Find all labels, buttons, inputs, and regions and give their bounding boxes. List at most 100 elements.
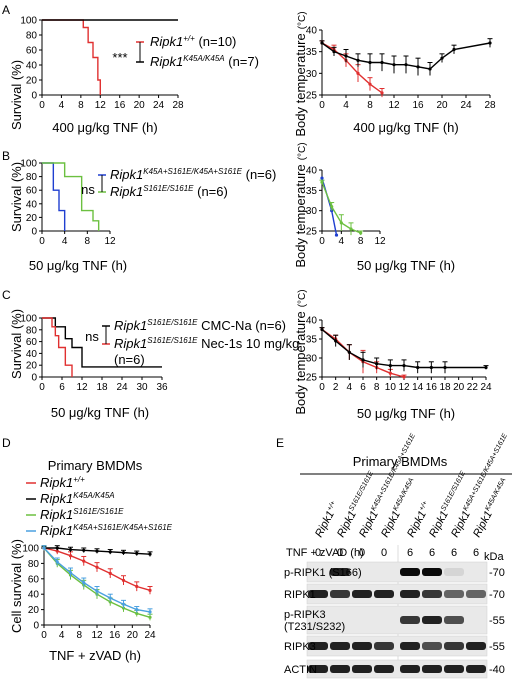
a-legend: Ripk1+/+ (n=10) Ripk1K45A/K45A (n=7) — [136, 34, 259, 69]
chart-a-temperature-series-1-point — [380, 60, 384, 65]
e-blot-band — [444, 616, 464, 624]
chart-a-temperature-ytick-label: 35 — [306, 47, 318, 58]
chart-d-series-1-point — [82, 548, 86, 552]
chart-c-temperature-xtick-label: 8 — [374, 382, 380, 393]
svg-text:Ripk1K45A+S161E/K45A+S161E: Ripk1K45A+S161E/K45A+S161E — [40, 523, 173, 538]
chart-d-series-0-point — [135, 584, 139, 589]
e-blot-strip — [306, 635, 488, 657]
chart-a-survival-xtick-label: 8 — [78, 100, 84, 111]
chart-d-ytick-label: 100 — [22, 544, 39, 555]
chart-c-temperature-series-0-point — [402, 375, 406, 379]
chart-a-survival-series-0-line — [42, 19, 101, 95]
e-blot-band — [422, 642, 442, 650]
chart-c-temperature-series-1-point — [347, 350, 351, 354]
chart-a-survival-ytick-label: 0 — [31, 91, 37, 102]
chart-c-temperature-ytick-label: 25 — [306, 373, 318, 384]
e-marker: -40 — [489, 664, 505, 676]
e-blot-band — [400, 665, 420, 673]
e-blot-band — [352, 665, 372, 673]
c-survival-xlabel: 50 μg/kg TNF (h) — [51, 405, 149, 420]
chart-a-survival-xtick-label: 24 — [153, 100, 165, 111]
e-blot-band — [374, 665, 394, 673]
d-legend-item-s161e: Ripk1S161E/S161E — [26, 507, 124, 522]
e-blot-band — [444, 568, 464, 576]
e-row-label: p-RIPK1 (S166) — [284, 567, 362, 579]
chart-c-survival-ytick-label: 100 — [20, 314, 37, 325]
chart-b-survival-xtick-label: 4 — [62, 236, 68, 247]
a-survival-xlabel: 400 μg/kg TNF (h) — [52, 120, 158, 135]
chart-d-series-3-point — [95, 589, 99, 593]
e-blot-band — [422, 665, 442, 673]
chart-b-survival: 0 4 8 12 0 20 40 60 80 100 — [20, 159, 116, 248]
c-legend-nec-n: (n=6) — [114, 352, 145, 367]
chart-a-temperature-xtick-label: 0 — [319, 100, 325, 111]
chart-d-series-3-point — [108, 596, 112, 600]
chart-c-temperature-xtick-label: 10 — [385, 382, 397, 393]
c-sig: ns — [85, 329, 99, 344]
chart-b-temperature-series-0-point — [330, 209, 334, 213]
c-legend: Ripk1S161E/S161E CMC-Na (n=6) Ripk1S161E… — [102, 318, 299, 367]
chart-c-survival-xtick-label: 30 — [136, 382, 148, 393]
chart-d-ytick-label: 80 — [28, 559, 40, 570]
b-survival-xlabel: 50 μg/kg TNF (h) — [29, 258, 127, 273]
e-treatment-value: 6 — [429, 547, 435, 559]
chart-b-survival-ytick-label: 100 — [20, 159, 37, 170]
chart-c-temperature-xtick-label: 16 — [426, 382, 438, 393]
chart-a-temperature-ytick-label: 40 — [306, 26, 318, 37]
chart-c-survival-ytick-label: 80 — [26, 325, 38, 336]
e-blot-band — [466, 642, 486, 650]
chart-d-cell-survival: 0 4 8 12 16 20 24 0 20 40 60 80 100 — [22, 544, 156, 642]
c-legend-nec: Ripk1S161E/S161E Nec-1s 10 mg/kg — [114, 336, 299, 351]
chart-d-series-1-point — [108, 550, 112, 554]
a-survival-ylabel: Survival (%) — [9, 60, 24, 130]
chart-b-survival-series-1-line — [42, 162, 100, 231]
chart-c-temperature-series-0-point — [388, 371, 392, 375]
e-treatment-value: 0 — [315, 547, 321, 559]
chart-d-ytick-label: 60 — [28, 574, 40, 585]
chart-b-temperature: 0 4 8 12 25 30 35 40 — [306, 166, 386, 248]
chart-a-temperature-series-1-point — [428, 67, 432, 71]
chart-c-temperature-series-1-point — [416, 365, 420, 370]
chart-c-survival-xtick-label: 24 — [116, 382, 128, 393]
chart-c-temperature-xtick-label: 18 — [439, 382, 451, 393]
chart-a-temperature-series-1-point — [344, 54, 348, 58]
e-treatment-value: 0 — [381, 547, 387, 559]
chart-a-temperature-series-1-point — [440, 56, 444, 60]
chart-d-xtick-label: 0 — [41, 630, 47, 641]
chart-d-series-2-point — [148, 615, 152, 619]
b-legend-k45as161e: Ripk1K45A+S161E/K45A+S161E (n=6) — [110, 167, 276, 182]
chart-a-temperature-xtick-label: 20 — [436, 100, 448, 111]
e-blot-band — [330, 665, 350, 673]
chart-d-series-2-point — [135, 611, 139, 616]
svg-text:Ripk1S161E/S161E: Ripk1S161E/S161E — [40, 507, 124, 522]
e-marker: -55 — [489, 615, 505, 627]
chart-a-temperature: 0 4 8 12 16 20 24 28 25 30 35 40 — [306, 26, 496, 112]
chart-d-series-3-point — [82, 581, 86, 585]
chart-a-survival-xtick-label: 0 — [39, 100, 45, 111]
chart-c-survival-xtick-label: 36 — [156, 382, 168, 393]
e-western-blots: p-RIPK1 (S166) -70 RIPK1 -70 p-RIPK3(T231/S2… — [284, 561, 505, 679]
chart-c-temperature-series-1-point — [361, 358, 365, 362]
chart-d-series-3-line — [43, 547, 151, 613]
c-survival-ylabel: Survival (%) — [9, 309, 24, 379]
e-marker: -55 — [489, 641, 505, 653]
e-row-label: RIPK3 — [284, 641, 316, 653]
chart-d-series-1-point — [68, 547, 73, 552]
e-blot-strip — [306, 561, 488, 583]
panel-letter-a: A — [2, 3, 10, 17]
c-legend-cmc: Ripk1S161E/S161E CMC-Na (n=6) — [114, 318, 286, 333]
e-blot-band — [308, 590, 328, 598]
chart-d-series-2-line — [43, 547, 151, 618]
e-treatment-value: 6 — [451, 547, 457, 559]
b-sig: ns — [81, 182, 95, 197]
chart-a-survival: 0 4 8 12 16 20 24 28 0 20 40 60 80 100 — [20, 16, 184, 112]
chart-d-xtick-label: 16 — [109, 630, 121, 641]
chart-a-survival-xtick-label: 4 — [59, 100, 65, 111]
panel-letter-e: E — [276, 436, 284, 450]
c-temp-ylabel: Body temperature(°C) — [293, 289, 308, 414]
e-blot-band — [466, 590, 486, 598]
e-blot-band — [400, 642, 420, 650]
d-legend-item-k45a: Ripk1K45A/K45A — [26, 491, 115, 506]
chart-a-survival-ytick-label: 60 — [26, 46, 38, 57]
